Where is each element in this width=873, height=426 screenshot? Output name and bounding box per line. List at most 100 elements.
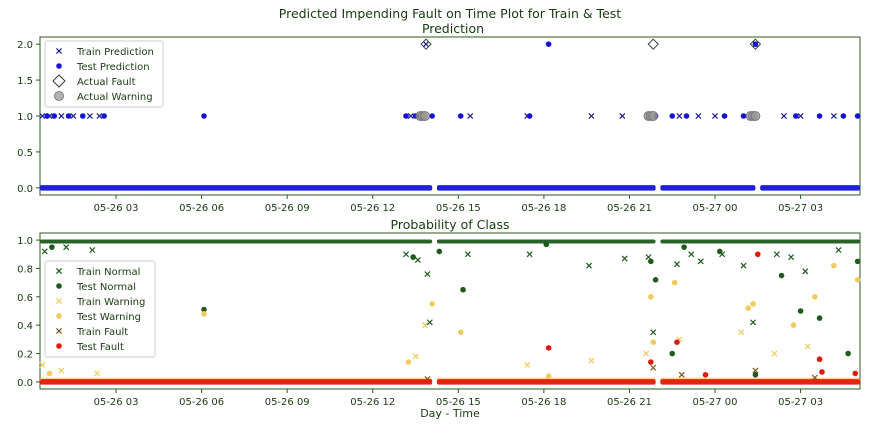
data-point [101, 113, 107, 119]
data-point [852, 370, 859, 377]
data-point [526, 251, 533, 258]
baseline-band [660, 379, 860, 385]
data-point [643, 350, 650, 357]
data-point [41, 248, 48, 255]
data-point [79, 113, 86, 119]
data-point [70, 112, 77, 120]
data-point [58, 112, 65, 120]
data-point [65, 113, 72, 119]
legend-label: Train Warning [76, 297, 145, 308]
data-point [797, 112, 804, 120]
data-point [436, 248, 443, 255]
y-tick-label: 2.0 [17, 40, 33, 51]
data-point [410, 254, 416, 260]
data-point [695, 112, 702, 120]
data-point [429, 301, 435, 307]
legend-label: Test Prediction [76, 62, 150, 73]
data-point [750, 111, 761, 121]
baseline-band [660, 185, 756, 191]
data-point [749, 38, 762, 50]
data-point [678, 371, 685, 378]
data-point [673, 261, 681, 268]
data-point [674, 339, 680, 346]
y-tick-label: 1.0 [17, 112, 33, 123]
data-point [702, 372, 709, 378]
x-tick-label: 05-26 15 [436, 397, 481, 408]
data-point [543, 241, 550, 248]
data-point [854, 258, 861, 265]
baseline-band [40, 379, 433, 385]
data-point [780, 112, 787, 120]
baseline-band [40, 239, 433, 244]
data-point [816, 113, 823, 119]
data-point [86, 112, 93, 120]
data-point [650, 329, 657, 336]
data-point [790, 322, 797, 328]
data-point [424, 271, 431, 278]
x-tick-label: 05-26 12 [350, 203, 395, 214]
baseline-band [436, 239, 656, 244]
series-actual-warning [415, 111, 761, 121]
series-train-warning [39, 322, 811, 377]
data-point [429, 113, 435, 119]
data-point [716, 248, 723, 255]
data-point [464, 251, 471, 258]
x-tick-label: 05-26 09 [265, 397, 310, 408]
prediction-marks [39, 38, 861, 191]
data-point [840, 113, 847, 119]
legend-label: Train Fault [76, 327, 128, 338]
data-point [804, 343, 811, 350]
x-tick-label: 05-26 03 [94, 397, 139, 408]
data-point [647, 38, 659, 50]
x-tick-label: 05-26 21 [607, 203, 652, 214]
probability-marks [39, 239, 861, 385]
data-point [740, 262, 747, 269]
data-point [545, 41, 552, 47]
data-point [816, 356, 823, 363]
data-point [201, 306, 207, 313]
data-point [669, 113, 676, 119]
series-test-fault [40, 251, 860, 385]
data-point [403, 113, 409, 119]
data-point [697, 258, 704, 265]
legend-box [44, 40, 164, 108]
legend-marker [55, 267, 63, 275]
data-point [650, 364, 657, 371]
data-point [46, 370, 53, 377]
data-point [414, 256, 421, 263]
data-point [201, 113, 207, 119]
data-point [676, 112, 683, 120]
data-point [457, 113, 464, 119]
data-point [793, 113, 799, 119]
data-point [788, 254, 795, 261]
data-point [588, 112, 595, 120]
probability-ticks: 0.0 0.2 0.4 0.6 0.8 1.0 05-26 03 05-26 06 05-26 … [17, 236, 823, 408]
data-point [648, 111, 659, 121]
data-point [588, 357, 595, 364]
data-point [773, 251, 780, 258]
data-point [683, 113, 690, 119]
data-point [845, 350, 851, 357]
data-point [51, 113, 58, 119]
data-point [812, 294, 818, 300]
data-point [671, 279, 678, 286]
data-point [524, 361, 531, 368]
legend-marker [55, 297, 63, 305]
data-point [467, 112, 474, 120]
baseline-band [40, 185, 433, 191]
baseline-band [660, 239, 860, 244]
x-tick-label: 05-26 12 [350, 397, 395, 408]
data-point [819, 369, 825, 375]
data-point [405, 359, 412, 365]
data-point [403, 251, 410, 258]
legend-marker [54, 91, 64, 101]
x-tick-label: 05-26 06 [179, 203, 224, 214]
x-tick-label: 05-26 21 [607, 397, 652, 408]
x-tick-label: 05-26 18 [521, 397, 566, 408]
x-tick-label: 05-26 06 [179, 397, 224, 408]
data-point [816, 315, 823, 321]
data-point [650, 339, 657, 346]
x-tick-label: 05-27 03 [778, 397, 823, 408]
data-point [96, 112, 103, 120]
